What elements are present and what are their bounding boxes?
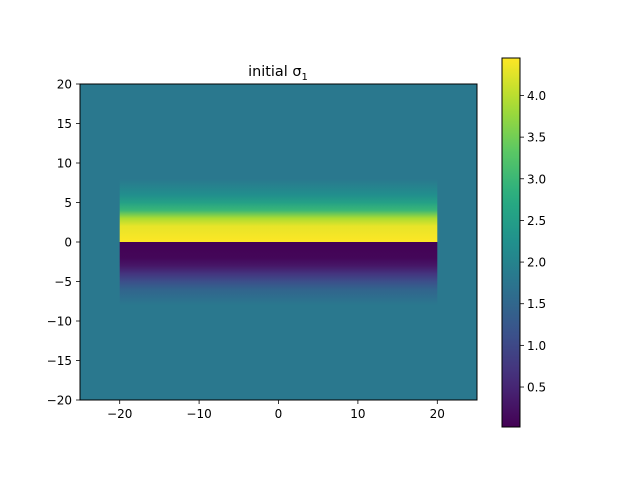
chart-title: initial σ1 [248,64,308,83]
x-axis: −20 −10 0 10 20 [107,400,445,421]
chart-title-subscript: 1 [301,72,307,83]
y-axis: −20 −15 −10 −5 0 5 10 15 20 [47,78,80,408]
y-tick-label: 20 [57,78,72,92]
colorbar-ticks: 0.5 1.0 1.5 2.0 2.5 3.0 3.5 4.0 [520,89,546,395]
colorbar-tick-label: 0.5 [527,381,546,395]
y-tick-label: −15 [47,354,72,368]
y-tick-label: −20 [47,394,72,408]
y-tick-label: 15 [57,117,72,131]
x-tick-label: 0 [275,407,283,421]
y-tick-label: 0 [64,236,72,250]
colorbar-tick-label: 2.0 [527,256,546,270]
colorbar-tick-label: 3.5 [527,131,546,145]
colorbar-tick-label: 3.0 [527,172,546,186]
colorbar: 0.5 1.0 1.5 2.0 2.5 3.0 3.5 4.0 [502,58,546,427]
colorbar-tick-label: 1.0 [527,339,546,353]
plot-area [80,84,477,400]
colorbar-tick-label: 1.5 [527,297,546,311]
x-tick-label: −20 [107,407,132,421]
y-tick-label: −5 [54,275,72,289]
heatmap-strip-lower [120,242,438,305]
chart-title-text: initial σ [248,64,301,80]
heatmap-strip-upper [120,179,438,242]
y-tick-label: −10 [47,315,72,329]
x-tick-label: 20 [430,407,445,421]
colorbar-tick-label: 4.0 [527,89,546,103]
x-tick-label: −10 [186,407,211,421]
y-tick-label: 10 [57,157,72,171]
colorbar-gradient [502,58,520,427]
colorbar-tick-label: 2.5 [527,214,546,228]
x-tick-label: 10 [350,407,365,421]
y-tick-label: 5 [64,196,72,210]
